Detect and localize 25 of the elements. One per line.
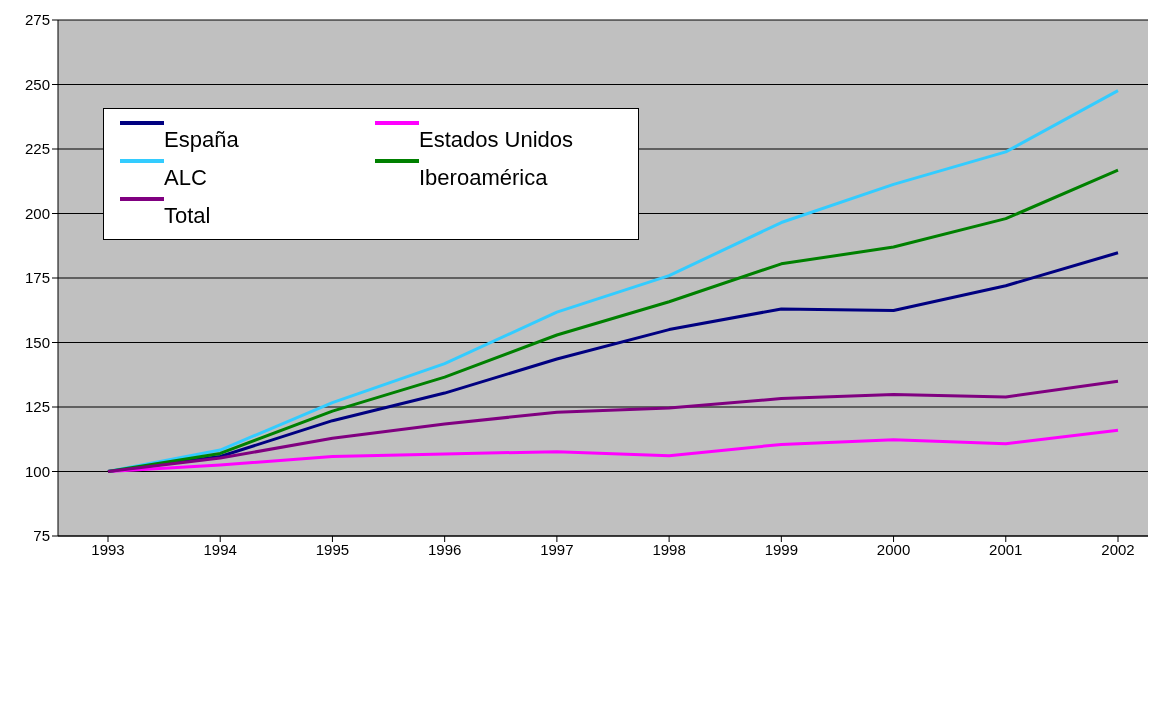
x-tick-label: 1996 <box>427 540 462 558</box>
y-tick-label: 175 <box>24 269 50 287</box>
legend-label: España <box>164 127 239 153</box>
x-tick-label: 1997 <box>540 540 574 558</box>
legend-label: Iberoamérica <box>419 165 548 191</box>
y-tick-label: 225 <box>24 140 50 158</box>
y-tick-label: 150 <box>24 333 50 351</box>
x-tick-label: 2000 <box>876 540 911 558</box>
x-tick-label: 2002 <box>1101 540 1135 558</box>
x-tick-label: 1998 <box>652 540 686 558</box>
y-tick-label: 75 <box>33 527 50 545</box>
y-tick-label: 275 <box>24 11 50 29</box>
legend-label: ALC <box>164 165 207 191</box>
y-tick-label: 100 <box>24 462 50 480</box>
x-tick-label: 1995 <box>315 540 350 558</box>
x-tick-label: 1999 <box>764 540 799 558</box>
x-tick-label: 2001 <box>989 540 1023 558</box>
line-series <box>106 379 1120 473</box>
x-tick-label: 1993 <box>91 540 125 558</box>
x-tick-label: 1994 <box>203 540 237 558</box>
y-tick-label: 200 <box>24 204 50 222</box>
legend-label: Total <box>164 203 211 229</box>
legend-label: Estados Unidos <box>419 127 574 153</box>
y-tick-label: 125 <box>24 398 50 416</box>
y-tick-label: 250 <box>24 75 50 93</box>
